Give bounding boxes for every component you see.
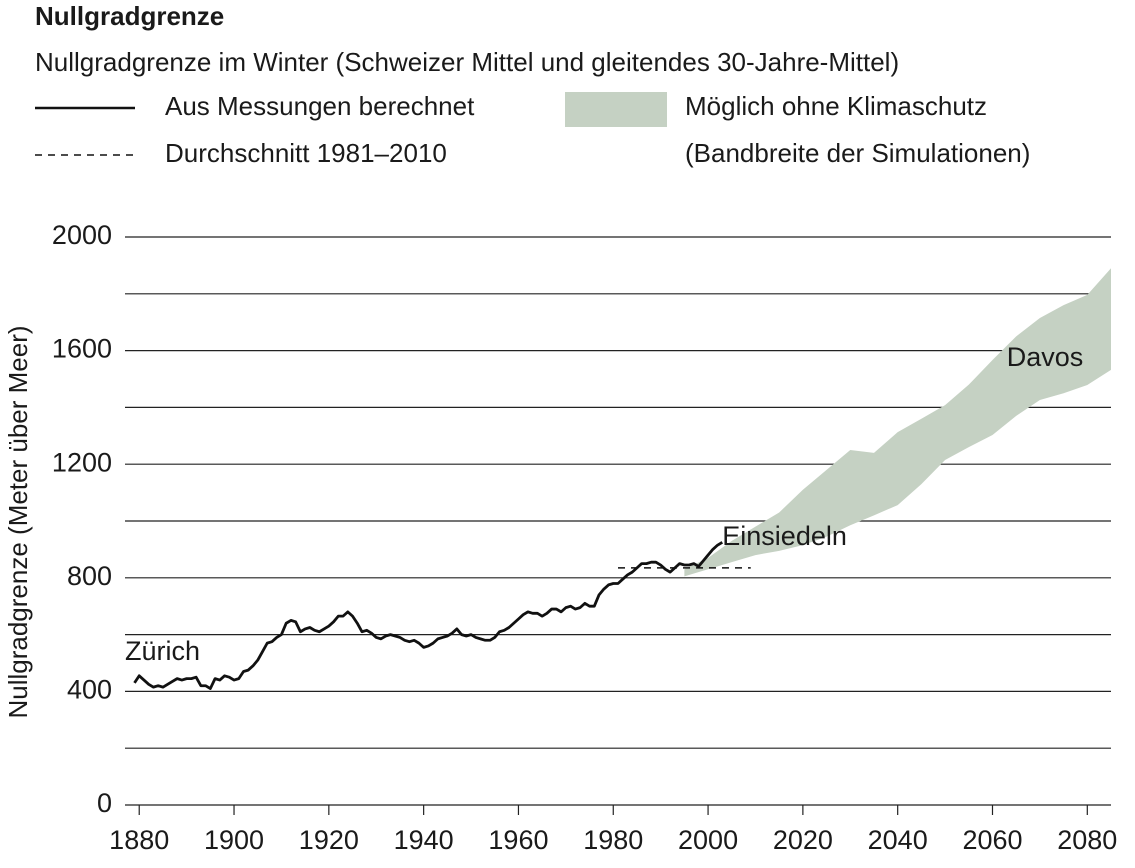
x-tick-label: 2080 <box>1057 825 1117 855</box>
x-tick-label: 1960 <box>488 825 548 855</box>
x-tick-label: 2060 <box>962 825 1022 855</box>
y-tick-label: 800 <box>67 561 112 591</box>
y-tick-label: 1200 <box>52 447 112 477</box>
chart-title: Nullgradgrenze <box>35 1 224 31</box>
y-tick-label: 1600 <box>52 334 112 364</box>
data-line <box>133 541 724 690</box>
legend-label: Aus Messungen berechnet <box>165 91 475 121</box>
x-tick-label: 2020 <box>773 825 833 855</box>
chart-subtitle: Nullgradgrenze im Winter (Schweizer Mitt… <box>35 47 899 77</box>
band-area <box>684 268 1111 577</box>
legend-note: (Bandbreite der Simulationen) <box>685 138 1030 168</box>
legend-label: Durchschnitt 1981–2010 <box>165 138 447 168</box>
x-tick-label: 1880 <box>109 825 169 855</box>
legend-label: Möglich ohne Klimaschutz <box>685 91 987 121</box>
annotation: Einsiedeln <box>722 521 847 551</box>
annotation: Davos <box>1007 342 1084 372</box>
x-tick-label: 1940 <box>394 825 454 855</box>
y-axis-label: Nullgradgrenze (Meter über Meer) <box>3 325 33 718</box>
x-tick-label: 1900 <box>204 825 264 855</box>
annotation: Zürich <box>125 636 200 666</box>
x-tick-label: 2000 <box>678 825 738 855</box>
x-tick-label: 1920 <box>299 825 359 855</box>
y-tick-label: 400 <box>67 675 112 705</box>
x-tick-label: 1980 <box>583 825 643 855</box>
legend-swatch <box>565 92 667 127</box>
y-tick-label: 2000 <box>52 220 112 250</box>
y-tick-label: 0 <box>97 788 112 818</box>
x-tick-label: 2040 <box>868 825 928 855</box>
